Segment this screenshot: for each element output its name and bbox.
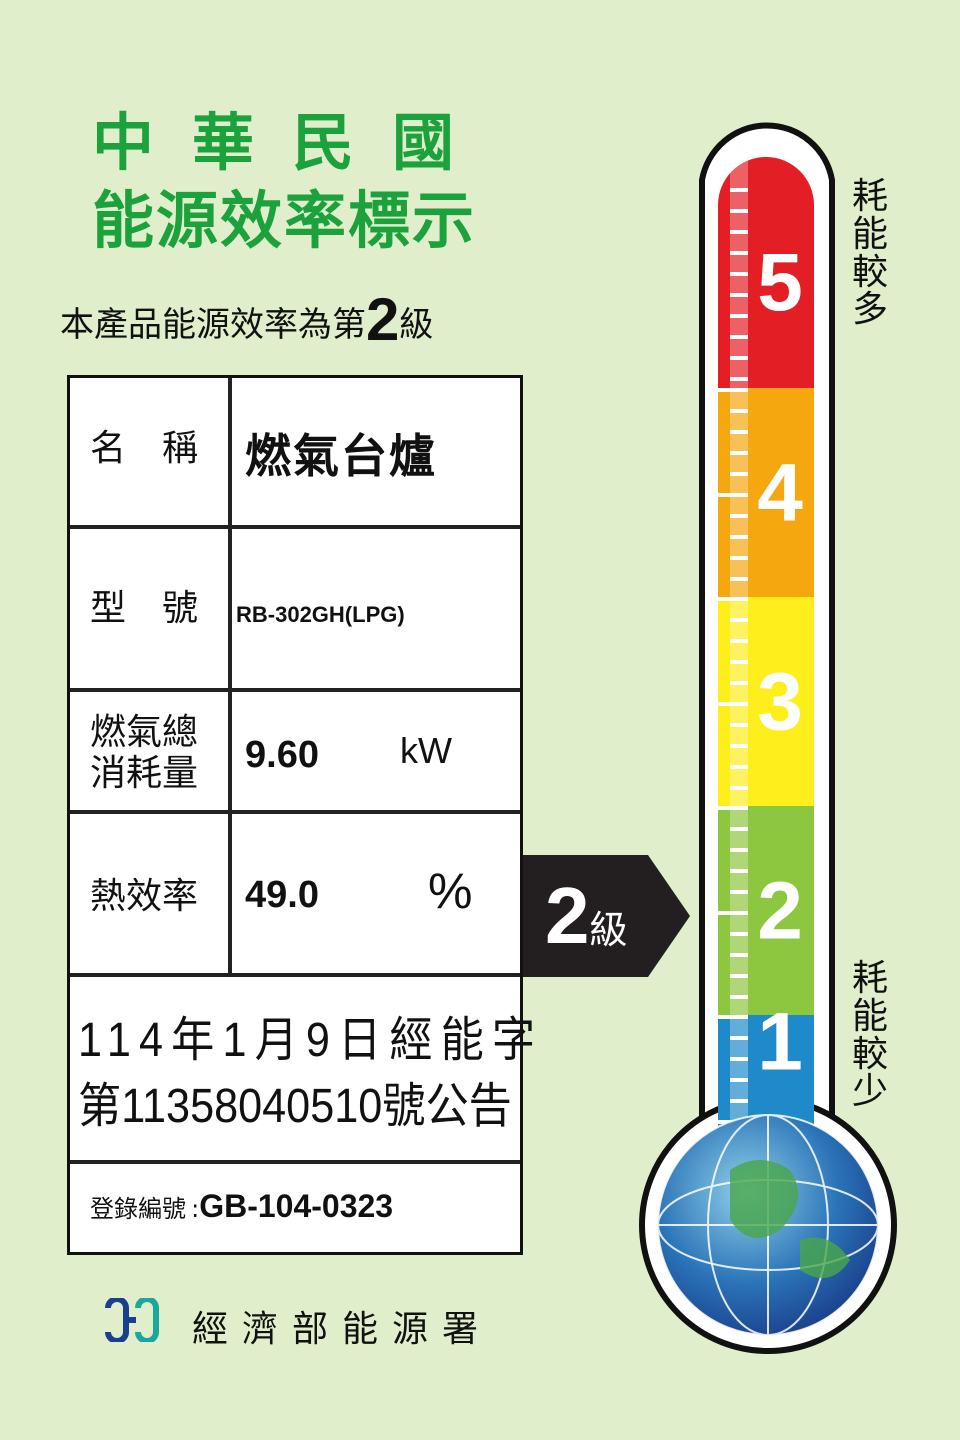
consumption-label-2: 消耗量 xyxy=(90,753,199,795)
scale-tick xyxy=(730,335,748,339)
efficiency-value: 49.0 xyxy=(245,874,319,916)
grade-suffix: 級 xyxy=(399,305,434,345)
scale-tick xyxy=(730,514,748,518)
level-2-label: 2 xyxy=(757,866,803,957)
scale-tick xyxy=(730,377,748,381)
title-line-2: 能源效率標示 xyxy=(92,184,477,257)
name-label: 名 稱 xyxy=(90,428,199,469)
column-divider xyxy=(228,378,232,976)
grade-arrow-label: 2級 xyxy=(545,870,628,962)
level-5-label: 5 xyxy=(757,237,803,328)
low-consumption-label: 耗能較少 xyxy=(851,958,888,1113)
scale-tick xyxy=(730,744,748,748)
grade-number: 2 xyxy=(366,286,400,353)
scale-tick xyxy=(730,356,748,360)
scale-tick xyxy=(718,388,748,392)
scale-tick xyxy=(730,409,748,413)
arrow-grade-suffix: 級 xyxy=(589,908,628,952)
scale-tick xyxy=(718,597,748,601)
model-value: RB-302GH(LPG) xyxy=(236,602,405,627)
scale-tick xyxy=(730,932,748,936)
grade-arrow xyxy=(523,855,690,977)
thermometer: 5 4 3 2 1 xyxy=(639,122,897,1354)
registration-separator: : xyxy=(191,1195,200,1223)
scale-tick xyxy=(730,1057,748,1061)
scale-tick xyxy=(730,660,748,664)
scale-tick xyxy=(730,1099,748,1103)
row-divider xyxy=(70,973,520,977)
level-1-label: 1 xyxy=(757,997,803,1088)
scale-tick xyxy=(730,1078,748,1082)
scale-tick xyxy=(718,806,748,810)
row-divider xyxy=(70,525,520,529)
arrow-grade-number: 2 xyxy=(545,871,590,960)
scale-tick xyxy=(730,230,748,234)
scale-tick xyxy=(730,681,748,685)
scale-tick xyxy=(730,848,748,852)
consumption-label: 燃氣總 消耗量 xyxy=(90,712,198,795)
scale-tick xyxy=(730,1036,748,1040)
consumption-label-1: 燃氣總 xyxy=(90,712,199,753)
consumption-unit: kW xyxy=(400,730,452,771)
scale-tick xyxy=(730,639,748,643)
scale-tick xyxy=(730,577,748,581)
scale-tick xyxy=(730,618,748,622)
agency-name: 經濟部能源署 xyxy=(192,1309,493,1350)
scale-tick xyxy=(730,314,748,318)
scale-tick xyxy=(730,293,748,297)
scale-tick xyxy=(730,723,748,727)
scale-tick xyxy=(730,765,748,769)
level-2-segment xyxy=(718,806,814,1015)
row-divider xyxy=(70,1160,520,1164)
scale-tick xyxy=(730,430,748,434)
scale-tick xyxy=(718,702,748,706)
efficiency-label: 熱效率 xyxy=(90,876,199,917)
scale-tick xyxy=(730,535,748,539)
scale-tick xyxy=(730,451,748,455)
scale-tick xyxy=(730,974,748,978)
level-3-label: 3 xyxy=(757,657,803,748)
grade-statement: 本產品能源效率為第2級 xyxy=(60,285,433,354)
high-consumption-label: 耗能較多 xyxy=(851,176,888,331)
scale-tick xyxy=(730,890,748,894)
row-divider xyxy=(70,688,520,692)
scale-tick xyxy=(718,1015,748,1019)
scale-tick xyxy=(730,786,748,790)
row-divider xyxy=(70,810,520,814)
scale-tick xyxy=(730,869,748,873)
scale-tick xyxy=(730,272,748,276)
energy-administration-logo xyxy=(105,1298,159,1342)
scale-tick xyxy=(718,911,748,915)
scale-tick xyxy=(730,251,748,255)
registration: 登錄編號 :GB-104-0323 xyxy=(90,1188,393,1225)
level-4-label: 4 xyxy=(757,448,803,539)
title-line-1: 中華民國 xyxy=(92,106,493,179)
announcement-line-1: 114年1月9日經能字 xyxy=(78,1014,544,1067)
scale-tick xyxy=(730,188,748,192)
name-value: 燃氣台爐 xyxy=(245,429,437,483)
scale-tick xyxy=(730,556,748,560)
model-label: 型 號 xyxy=(90,588,199,629)
scale-tick xyxy=(718,493,748,497)
grade-prefix: 本產品能源效率為第 xyxy=(60,305,366,345)
consumption-value: 9.60 xyxy=(245,734,319,776)
info-table: 名 稱 燃氣台爐 型 號 RB-302GH(LPG) 燃氣總 消耗量 9.60 k… xyxy=(67,375,535,1255)
level-4-segment xyxy=(718,388,814,597)
level-1-segment xyxy=(718,1015,814,1130)
scale-tick xyxy=(730,209,748,213)
scale-tick xyxy=(730,827,748,831)
registration-value: GB-104-0323 xyxy=(199,1188,394,1224)
announcement-line-2: 第11358040510號公告 xyxy=(78,1080,512,1133)
level-3-segment xyxy=(718,597,814,806)
registration-label: 登錄編號 xyxy=(90,1195,186,1223)
efficiency-unit: % xyxy=(428,863,473,919)
announcement: 114年1月9日經能字 第11358040510號公告 xyxy=(78,1008,543,1140)
scale-tick xyxy=(730,995,748,999)
scale-tick xyxy=(730,472,748,476)
scale-tick xyxy=(730,953,748,957)
